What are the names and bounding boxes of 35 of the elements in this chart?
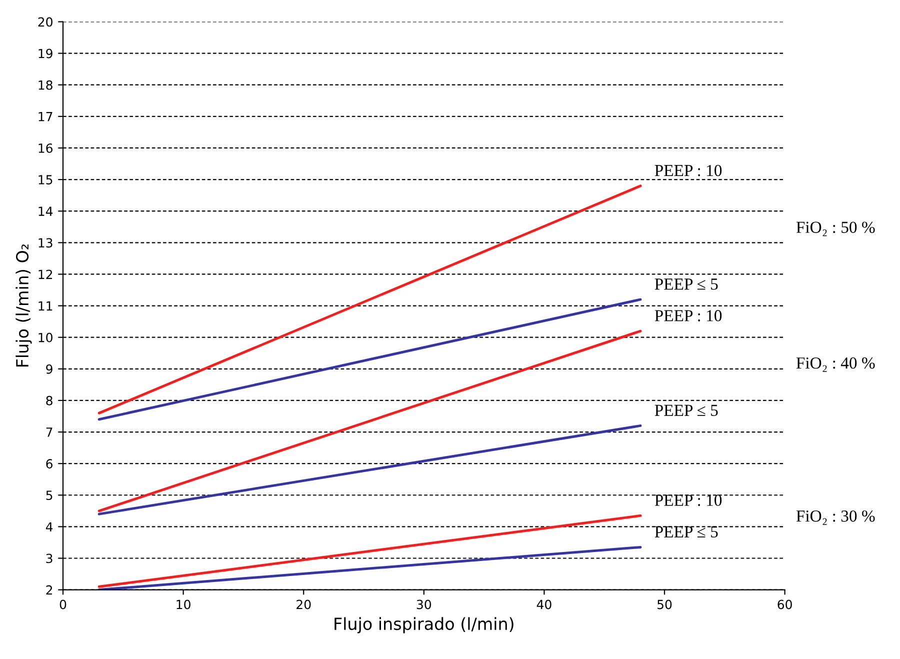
y-tick-label: 19 [38,48,52,58]
y-tick-label: 11 [38,301,52,311]
y-tick-label: 5 [46,490,52,500]
x-tick-label: 0 [60,600,66,610]
y-tick-label: 13 [38,238,52,248]
text: FiO₂ : 30 % [796,510,875,525]
y-tick-label: 20 [38,17,52,27]
y-tick-label: 12 [38,270,52,279]
y-tick-label: 8 [46,396,52,406]
x-tick-label: 50 [658,600,672,610]
y-tick-label: 6 [46,459,52,468]
x-axis-title: Flujo inspirado (l/min) [334,617,514,634]
y-tick-label: 16 [38,143,52,153]
y-tick-label: 3 [46,554,52,564]
x-tick-label: 40 [536,600,552,610]
x-tick-label: 30 [416,600,432,610]
y-tick-label: 14 [38,206,53,216]
y-tick-label: 2 [46,585,52,595]
x-tick-label: 20 [296,600,311,610]
y-tick-label: 9 [46,364,52,374]
text: FiO₂ : 40 % [796,357,875,372]
y-tick-label: 10 [38,332,52,342]
y-tick-label: 4 [46,522,53,532]
y-tick-label: 18 [38,80,52,90]
series-label: PEEP : 10 [654,164,722,176]
series-label: PEEP : 10 [654,310,722,322]
y-axis-title: Flujo (l/min) O₂ [16,244,32,366]
series-label: PEEP ≤ 5 [654,278,718,290]
series-label: PEEP ≤ 5 [654,404,718,416]
y-tick-label: 17 [38,112,52,122]
x-tick-label: 60 [778,600,792,610]
text: FiO₂ : 50 % [796,222,875,236]
y-tick-label: 15 [38,175,52,184]
x-tick-label: 10 [176,600,190,610]
y-tick-label: 7 [46,428,52,437]
